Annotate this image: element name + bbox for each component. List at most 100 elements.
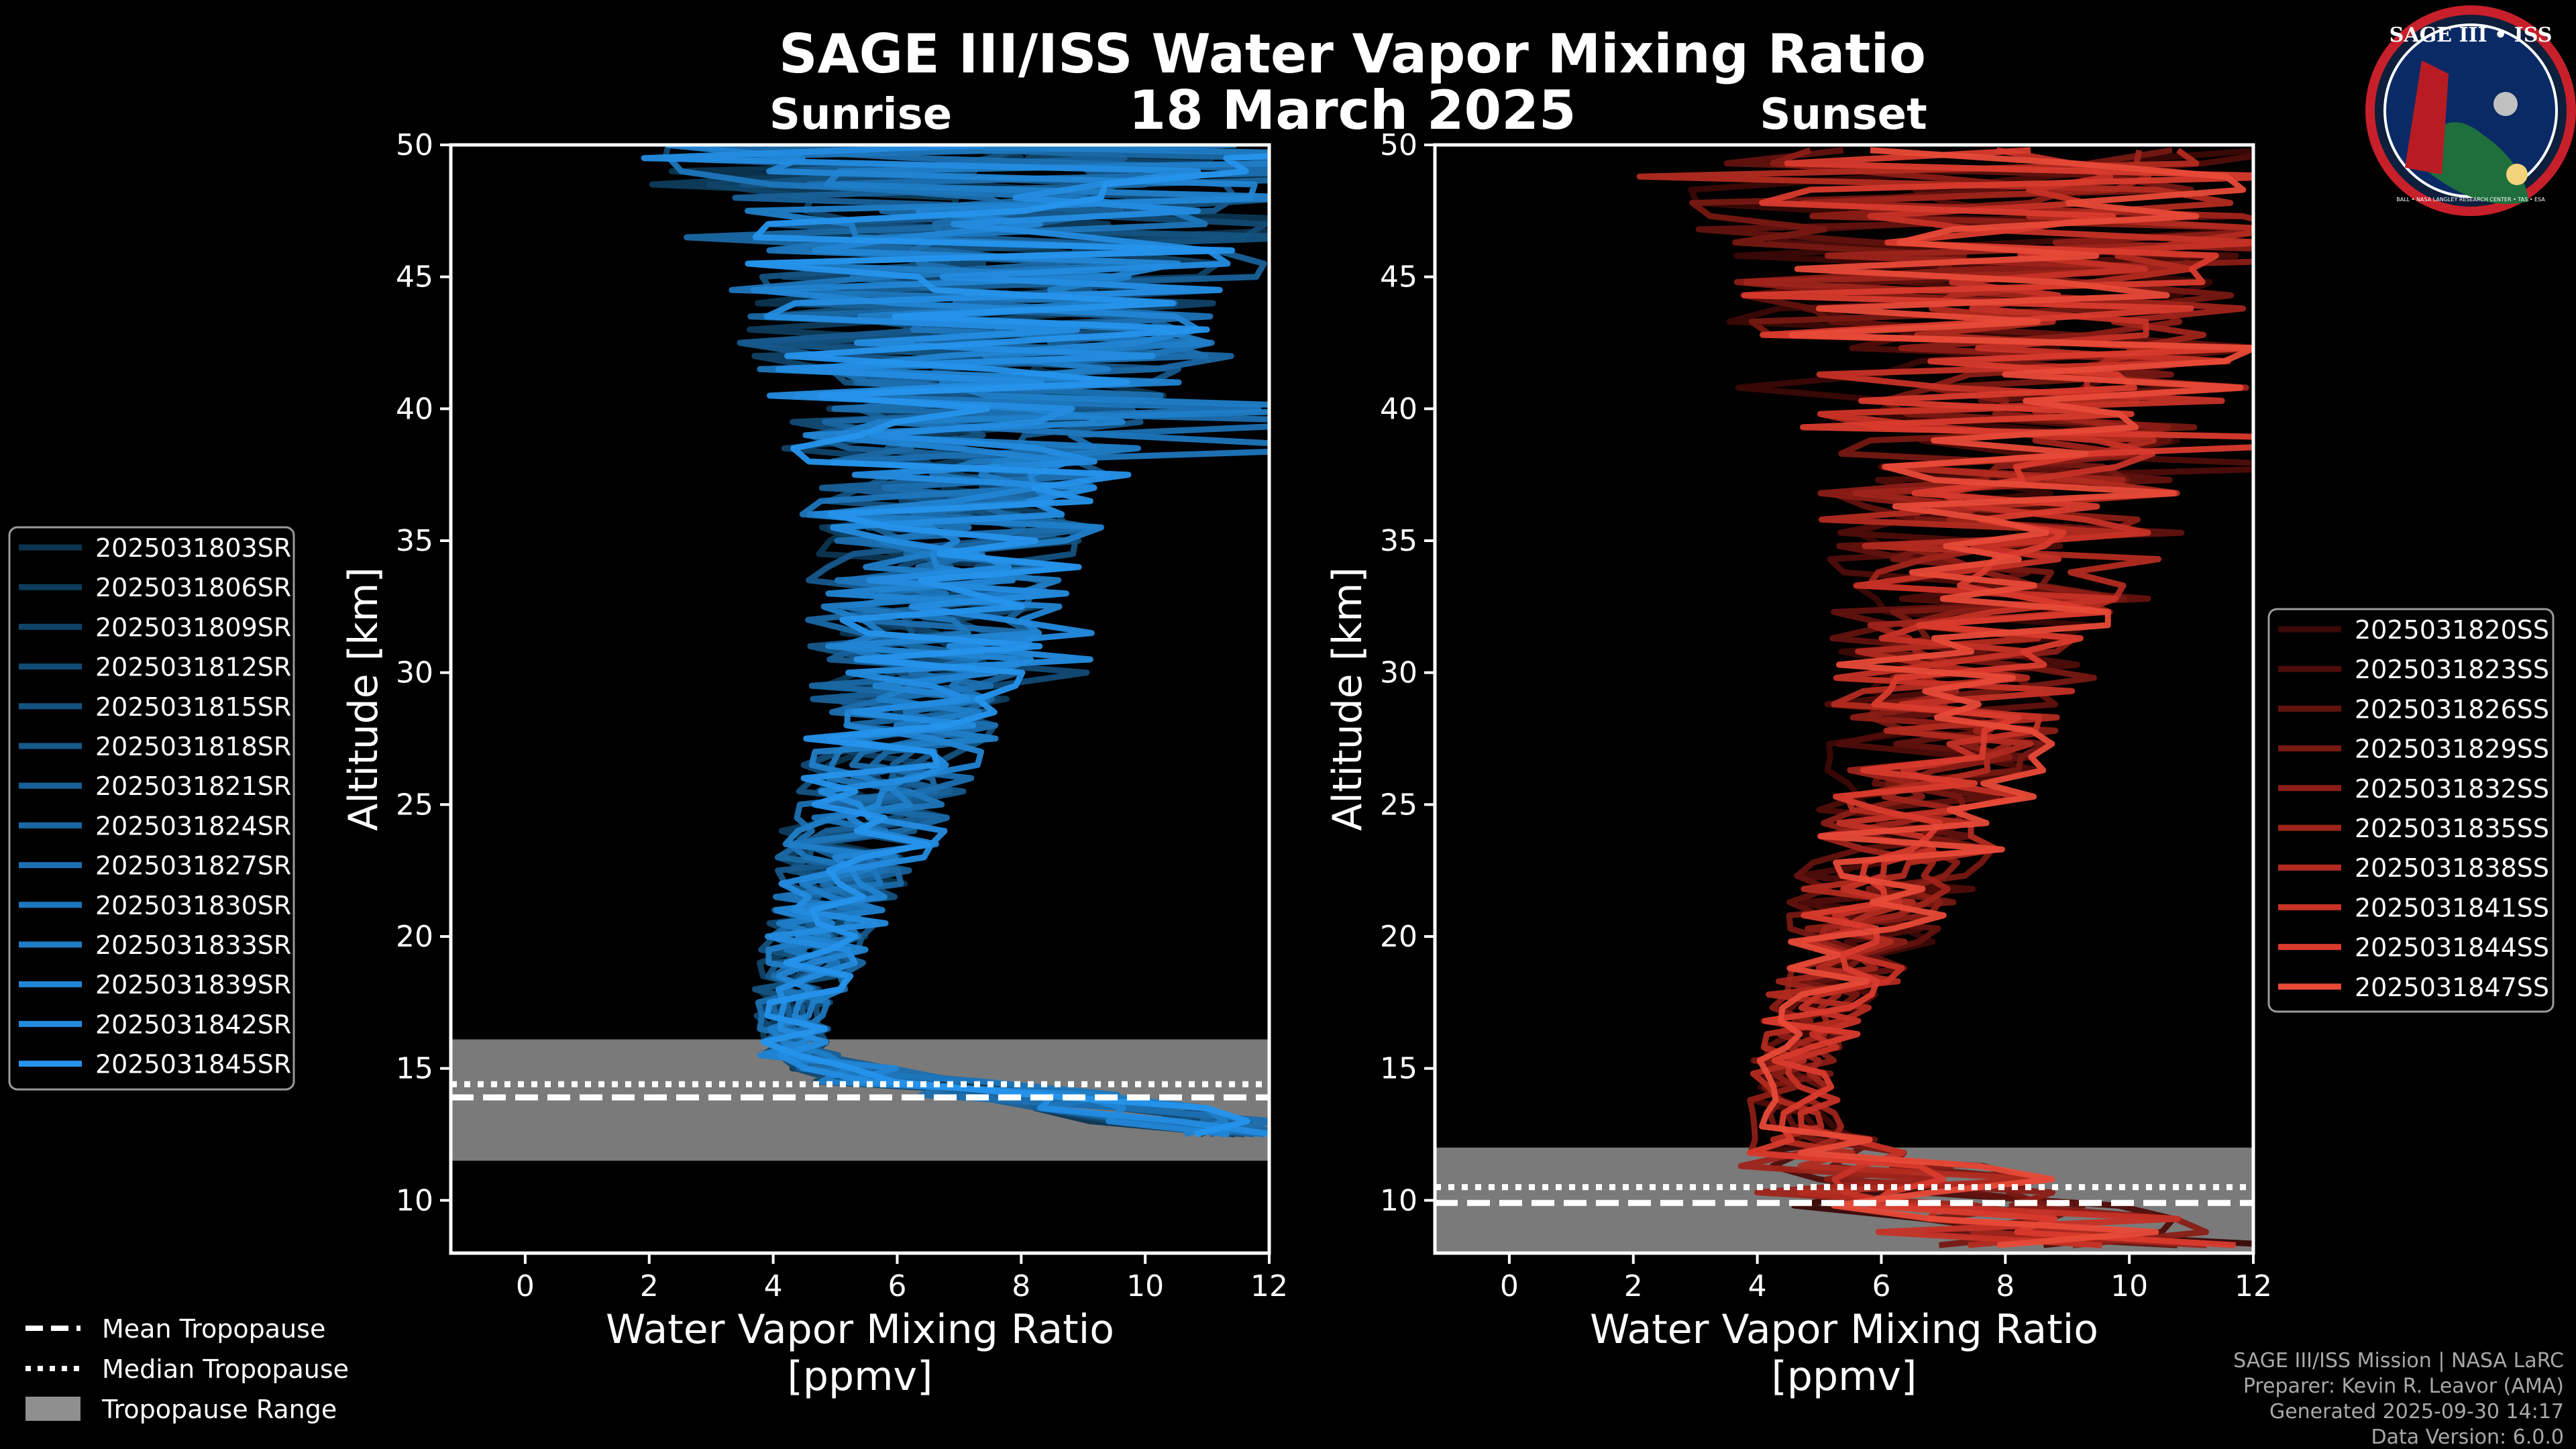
legend-label-2025031824SR: 2025031824SR [95,811,291,841]
sunrise-y-tick-label-40: 40 [396,392,433,426]
sunset-panel-title: Sunset [1760,90,1927,140]
sunset-tropopause-lines [1435,1184,2253,1206]
sunrise-y-tick-label-35: 35 [396,524,433,558]
logo-figure-icon [2405,60,2449,174]
sunrise-x-tick-label-2: 2 [640,1269,659,1303]
sunset-plot-frame [1433,143,2255,1255]
sunrise-y-tick-label-15: 15 [396,1052,433,1086]
sunrise-x-tick-label-10: 10 [1126,1269,1164,1303]
sunset-legend-items: 2025031820SS 2025031823SS 2025031826SS 2025… [2278,615,2549,1002]
sunrise-panel-title: Sunrise [769,90,952,140]
sunrise-plot-frame [449,143,1271,1255]
credit-mission: SAGE III/ISS Mission | NASA LaRC [2233,1349,2564,1373]
sunset-y-tick-label-30: 30 [1380,656,1417,690]
legend-label-2025031826SS: 2025031826SS [2355,694,2549,724]
sunrise-legend-items: 2025031803SR 2025031806SR 2025031809SR 2025… [19,533,291,1079]
sunrise-y-tick-label-45: 45 [396,260,433,294]
credit-data-version: Data Version: 6.0.0 [2371,1426,2564,1449]
sunrise-x-tick-label-0: 0 [516,1269,535,1303]
legend-label-2025031841SS: 2025031841SS [2355,893,2549,922]
series-line-2025031835SS [1737,150,2253,1248]
sunrise-y-tick-label-30: 30 [396,656,433,690]
legend-label-2025031845SR: 2025031845SR [95,1050,291,1079]
legend-label-2025031806SR: 2025031806SR [95,573,291,602]
sunset-y-tick-label-45: 45 [1380,260,1417,294]
sunset-x-label-line-0: Water Vapor Mixing Ratio [1590,1306,2098,1353]
legend-label-2025031820SS: 2025031820SS [2355,615,2549,645]
logo-sun-icon [2506,164,2528,185]
sunset-panel: 0 2 4 6 8 10 12 10 15 20 25 30 35 40 45 50 Altitude [km… [1324,128,2555,1400]
sunset-x-tick-label-10: 10 [2110,1269,2148,1303]
sunset-y-tick-label-10: 10 [1380,1183,1417,1218]
figure-date: 18 March 2025 [1128,79,1576,142]
legend-label-2025031818SR: 2025031818SR [95,732,291,761]
sunrise-y-tick-label-10: 10 [396,1183,433,1218]
sunrise-ticks: 0 2 4 6 8 10 12 10 15 20 25 30 35 40 45 50 [396,128,1288,1303]
sunset-y-tick-label-20: 20 [1380,920,1417,954]
sunrise-y-tick-label-50: 50 [396,128,433,162]
sunset-x-axis-label: Water Vapor Mixing Ratio [ppmv] [1590,1306,2098,1400]
sage-iii-iss-logo: SAGE III • ISS BALL • NASA LANGLEY RESEA… [2365,5,2576,216]
sunrise-y-tick-label-25: 25 [396,788,433,822]
legend-label-2025031839SR: 2025031839SR [95,970,291,1000]
legend-label-2025031815SR: 2025031815SR [95,692,291,722]
sunset-x-tick-label-0: 0 [1500,1269,1519,1303]
sunrise-profile-lines [641,145,1269,1138]
tropopause-legend: Mean Tropopause Median Tropopause Tropop… [25,1314,349,1424]
logo-title: SAGE III • ISS [2390,23,2553,47]
sunrise-x-tick-label-8: 8 [1012,1269,1030,1303]
legend-label-2025031830SR: 2025031830SR [95,891,291,920]
sunset-x-tick-label-6: 6 [1872,1269,1890,1303]
legend-label-2025031823SS: 2025031823SS [2355,655,2549,684]
sunrise-x-label-line-1: [ppmv] [788,1353,933,1400]
figure-title: SAGE III/ISS Water Vapor Mixing Ratio [779,23,1926,85]
credits: SAGE III/ISS Mission | NASA LaRC Prepare… [2233,1349,2564,1449]
legend-label-2025031832SS: 2025031832SS [2355,774,2549,804]
sunrise-x-tick-label-12: 12 [1250,1269,1288,1303]
sunset-ticks: 0 2 4 6 8 10 12 10 15 20 25 30 35 40 45 50 [1380,128,2272,1303]
series-line-2025031838SS [1636,148,2253,1248]
tropopause-range-label: Tropopause Range [101,1395,337,1424]
median-tropopause-label: Median Tropopause [102,1354,349,1384]
sunrise-tropopause-lines [451,1081,1269,1101]
legend-label-2025031842SR: 2025031842SR [95,1010,291,1039]
sunrise-y-axis-label: Altitude [km] [340,567,387,831]
sunset-x-tick-label-12: 12 [2235,1269,2272,1303]
legend-label-2025031812SR: 2025031812SR [95,653,291,682]
credit-generated: Generated 2025-09-30 14:17 [2269,1400,2564,1424]
legend-label-2025031829SS: 2025031829SS [2355,735,2549,764]
sunset-y-tick-label-40: 40 [1380,392,1417,426]
mean-tropopause-label: Mean Tropopause [102,1314,325,1344]
legend-label-2025031847SS: 2025031847SS [2355,973,2549,1002]
legend-label-2025031809SR: 2025031809SR [95,612,291,642]
series-line-2025031845SR [745,153,1269,1138]
sunset-x-tick-label-8: 8 [1996,1269,2015,1303]
sunrise-legend: 2025031803SR 2025031806SR 2025031809SR 2025… [8,526,295,1091]
sunrise-x-label-line-0: Water Vapor Mixing Ratio [606,1306,1114,1353]
legend-label-2025031833SR: 2025031833SR [95,930,291,960]
legend-label-2025031844SS: 2025031844SS [2355,933,2549,963]
sunset-legend: 2025031820SS 2025031823SS 2025031826SS 2025… [2267,608,2555,1013]
sunset-x-label-line-1: [ppmv] [1772,1353,1917,1400]
sunset-y-tick-label-50: 50 [1380,128,1417,162]
sunrise-panel: 0 2 4 6 8 10 12 10 15 20 25 30 35 40 45 50 Altitude [km… [8,128,1288,1400]
legend-label-2025031838SS: 2025031838SS [2355,853,2549,883]
legend-label-2025031821SR: 2025031821SR [95,771,291,801]
sunset-y-tick-label-35: 35 [1380,524,1417,558]
sunrise-y-tick-label-20: 20 [396,920,433,954]
legend-label-2025031803SR: 2025031803SR [95,533,291,563]
series-line-2025031847SS [1756,147,2253,1248]
credit-preparer: Preparer: Kevin R. Leavor (AMA) [2243,1375,2564,1398]
sunset-y-axis-label: Altitude [km] [1324,567,1371,831]
sunrise-x-tick-label-4: 4 [764,1269,783,1303]
legend-label-2025031835SS: 2025031835SS [2355,814,2549,843]
logo-station-icon [2493,92,2518,116]
legend-label-2025031827SR: 2025031827SR [95,851,291,881]
sunrise-x-tick-label-6: 6 [888,1269,906,1303]
sunrise-x-axis-label: Water Vapor Mixing Ratio [ppmv] [606,1306,1114,1400]
sunset-y-tick-label-25: 25 [1380,788,1417,822]
logo-ring-text: BALL • NASA LANGLEY RESEARCH CENTER • TA… [2396,197,2545,203]
sunset-y-tick-label-15: 15 [1380,1052,1417,1086]
sunset-profile-lines [1636,147,2253,1248]
